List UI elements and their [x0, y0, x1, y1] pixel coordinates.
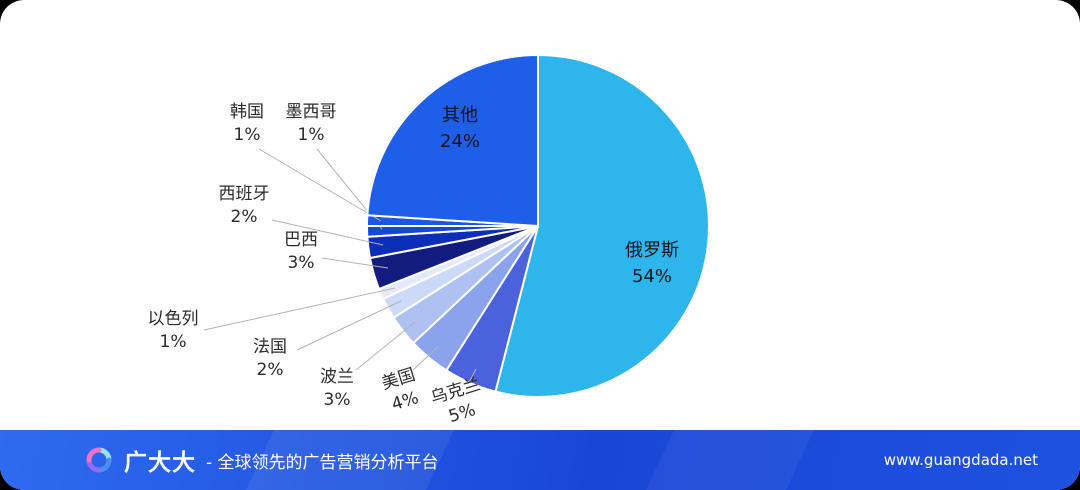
leader-line-9	[258, 148, 382, 222]
slice-name: 以色列	[147, 309, 199, 329]
slice-name: 巴西	[284, 230, 318, 250]
slice-label-7: 西班牙 2%	[219, 183, 270, 229]
slice-pct: 1%	[233, 125, 261, 145]
slice-label-0: 俄罗斯 54%	[625, 238, 679, 290]
slice-pct: 3%	[323, 390, 351, 410]
slice-name: 俄罗斯	[625, 240, 679, 261]
slice-label-3: 波兰 3%	[320, 366, 354, 412]
pie-slice-10	[366, 54, 539, 227]
slice-label-4: 法国 2%	[253, 336, 287, 382]
slice-label-6: 巴西 3%	[284, 229, 318, 275]
leader-line-1	[467, 368, 477, 385]
leader-line-3	[355, 321, 416, 371]
slice-name: 西班牙	[218, 184, 270, 204]
slice-name: 波兰	[320, 367, 354, 387]
footer-bar: 广大大 - 全球领先的广告营销分析平台 www.guangdada.net	[0, 430, 1080, 490]
footer-sheen	[646, 430, 814, 490]
slice-label-10: 其他 24%	[440, 103, 480, 155]
slice-name: 法国	[253, 337, 287, 357]
slice-pct: 3%	[287, 253, 315, 273]
slice-label-5: 以色列 1%	[148, 308, 199, 354]
slice-pct: 1%	[159, 332, 187, 352]
footer-brand-block: 广大大 - 全球领先的广告营销分析平台	[86, 443, 439, 477]
leader-line-5	[203, 287, 396, 331]
guangdada-logo-icon	[86, 447, 112, 473]
slice-label-9: 韩国 1%	[230, 101, 264, 147]
leader-line-6	[321, 257, 389, 269]
slice-label-8: 墨西哥 1%	[286, 101, 337, 147]
leader-line-2	[412, 345, 440, 371]
brand-tagline: - 全球领先的广告营销分析平台	[206, 452, 439, 473]
slice-pct: 1%	[297, 125, 325, 145]
website-url[interactable]: www.guangdada.net	[883, 451, 1038, 469]
slice-pct: 2%	[230, 207, 258, 227]
slice-pct: 24%	[439, 131, 481, 152]
slice-name: 韩国	[230, 102, 264, 122]
slice-name: 墨西哥	[285, 102, 337, 122]
slice-pct: 2%	[256, 360, 284, 380]
leader-line-4	[296, 300, 402, 351]
brand-name: 广大大	[124, 450, 196, 476]
slice-name: 其他	[441, 105, 478, 126]
leader-line-7	[271, 219, 384, 246]
pie-slice-0	[494, 54, 710, 398]
pie-chart: 俄罗斯 54% 乌克兰 5% 美国 4% 波兰 3% 法国 2% 以色列 1% 巴西 3% 西班牙 2% 墨西哥…	[148, 54, 710, 427]
slice-pct: 54%	[631, 266, 672, 287]
pie-svg	[203, 54, 710, 398]
